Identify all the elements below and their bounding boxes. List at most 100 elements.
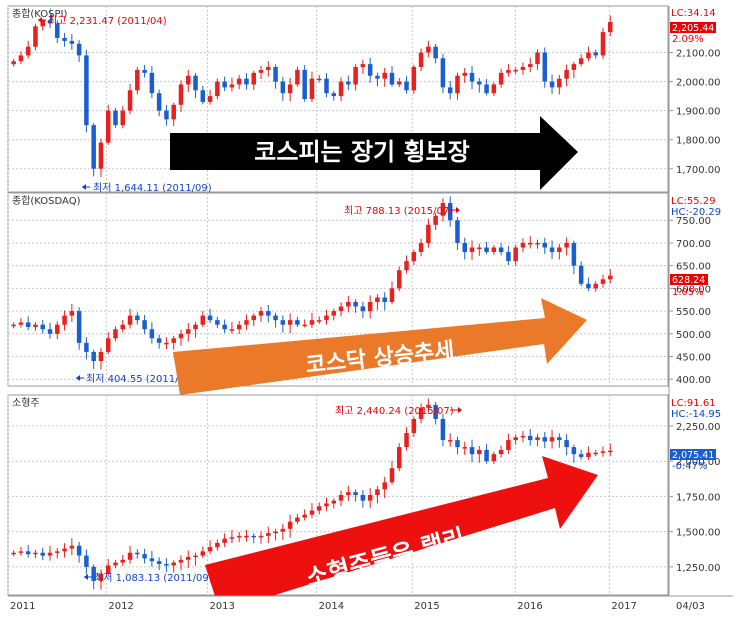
candle (571, 61, 577, 79)
candle (433, 212, 438, 231)
svg-text:최저 1,644.11 (2011/09): 최저 1,644.11 (2011/09) (93, 182, 212, 194)
x-axis: 2011 2012 2013 2014 2015 2016 2017 04/03 (8, 595, 733, 612)
candle (251, 70, 256, 91)
candle (287, 313, 293, 334)
candle (55, 20, 60, 44)
candle (520, 62, 526, 75)
candle (164, 105, 169, 126)
candle (564, 64, 569, 87)
candle (389, 460, 395, 485)
candle (33, 23, 38, 51)
candle (433, 43, 438, 64)
candle (62, 32, 67, 47)
candle (149, 550, 155, 567)
y-tick-label: 600.00 (676, 284, 711, 295)
candle (498, 243, 504, 256)
svg-text:-0.47%: -0.47% (672, 461, 707, 472)
candle (404, 427, 409, 451)
svg-text:2.09%: 2.09% (672, 34, 704, 45)
candle (564, 237, 569, 256)
svg-text:코스피는 장기 횡보장: 코스피는 장기 횡보장 (254, 138, 469, 166)
candle (76, 307, 82, 350)
candle (600, 446, 606, 457)
candle (142, 64, 147, 78)
svg-text:2,205.44: 2,205.44 (672, 23, 714, 34)
candle (549, 429, 555, 449)
lc-label-smallcap: LC:91.61 (671, 398, 716, 409)
candle (11, 550, 16, 557)
panel-smallcap[interactable]: 소형주 최고 2,440.24 (2015/07) 최저 1,083.13 (2… (7, 394, 669, 612)
candle (142, 548, 147, 564)
candle (236, 531, 242, 543)
candle (302, 509, 307, 521)
candle (586, 46, 591, 62)
candle (236, 75, 242, 90)
candle (447, 80, 453, 100)
candle (18, 318, 24, 328)
svg-text:1.05%: 1.05% (672, 287, 704, 298)
lc-label-kosdaq: LC:55.29 (671, 196, 716, 207)
candle (440, 414, 446, 447)
candle (535, 433, 540, 447)
candle (266, 61, 271, 77)
candle (76, 40, 82, 63)
panel-label-smallcap: 소형주 (12, 397, 40, 409)
candle (244, 73, 249, 90)
candle (33, 549, 38, 559)
candle (142, 314, 147, 335)
candle (258, 65, 264, 79)
candle (593, 281, 598, 292)
candle (40, 319, 45, 334)
candle (316, 75, 322, 83)
candle (244, 314, 249, 331)
candle (353, 64, 358, 91)
candle (404, 255, 409, 274)
candle (564, 434, 569, 456)
candle (171, 336, 176, 350)
candle (397, 443, 402, 472)
candle (113, 107, 118, 128)
candle (331, 498, 337, 509)
candle (98, 347, 104, 370)
candle (156, 557, 162, 571)
price-badge-kospi (670, 22, 716, 33)
high-annotation-kospi: 최고 2,231.47 (2011/04) (38, 15, 167, 27)
candle (309, 503, 315, 519)
candle (229, 77, 235, 92)
panel-kospi[interactable]: 종합(KOSPI) 최고 2,231.47 (2011/04) 최저 1,644… (7, 5, 669, 194)
svg-text:최고 2,231.47 (2011/04): 최고 2,231.47 (2011/04) (48, 15, 167, 27)
candle (127, 83, 133, 115)
candle (469, 240, 475, 260)
candle (91, 564, 96, 590)
candle (113, 326, 118, 342)
candle (164, 558, 169, 573)
candle (375, 294, 380, 310)
candle (447, 196, 453, 227)
candle (542, 47, 548, 88)
candle (135, 549, 140, 559)
candle (25, 544, 31, 558)
candle (156, 334, 162, 349)
candle (149, 322, 155, 344)
right-axis: 2,100.00 2,000.00 1,900.00 1,800.00 1,700.00… (668, 6, 721, 596)
candle (578, 261, 584, 287)
candle (557, 243, 562, 260)
candle (295, 514, 300, 525)
candle (382, 476, 387, 499)
candle (593, 49, 598, 59)
candle (280, 77, 286, 101)
high-annotation-smallcap: 최고 2,440.24 (2015/07) (335, 405, 462, 417)
candle (346, 295, 351, 313)
svg-text:최저 1,083.13 (2011/09): 최저 1,083.13 (2011/09) (94, 572, 213, 584)
candle (367, 295, 373, 319)
price-badge-kosdaq (670, 274, 708, 285)
candle (324, 309, 329, 325)
candle (164, 337, 169, 350)
panel-kosdaq[interactable]: 종합(KOSDAQ) 최고 788.13 (2015/07) 최저 404.55… (7, 192, 669, 395)
candle (571, 444, 577, 463)
candle (608, 15, 613, 37)
candle (193, 552, 198, 566)
candle (338, 77, 344, 102)
candle (222, 76, 227, 92)
